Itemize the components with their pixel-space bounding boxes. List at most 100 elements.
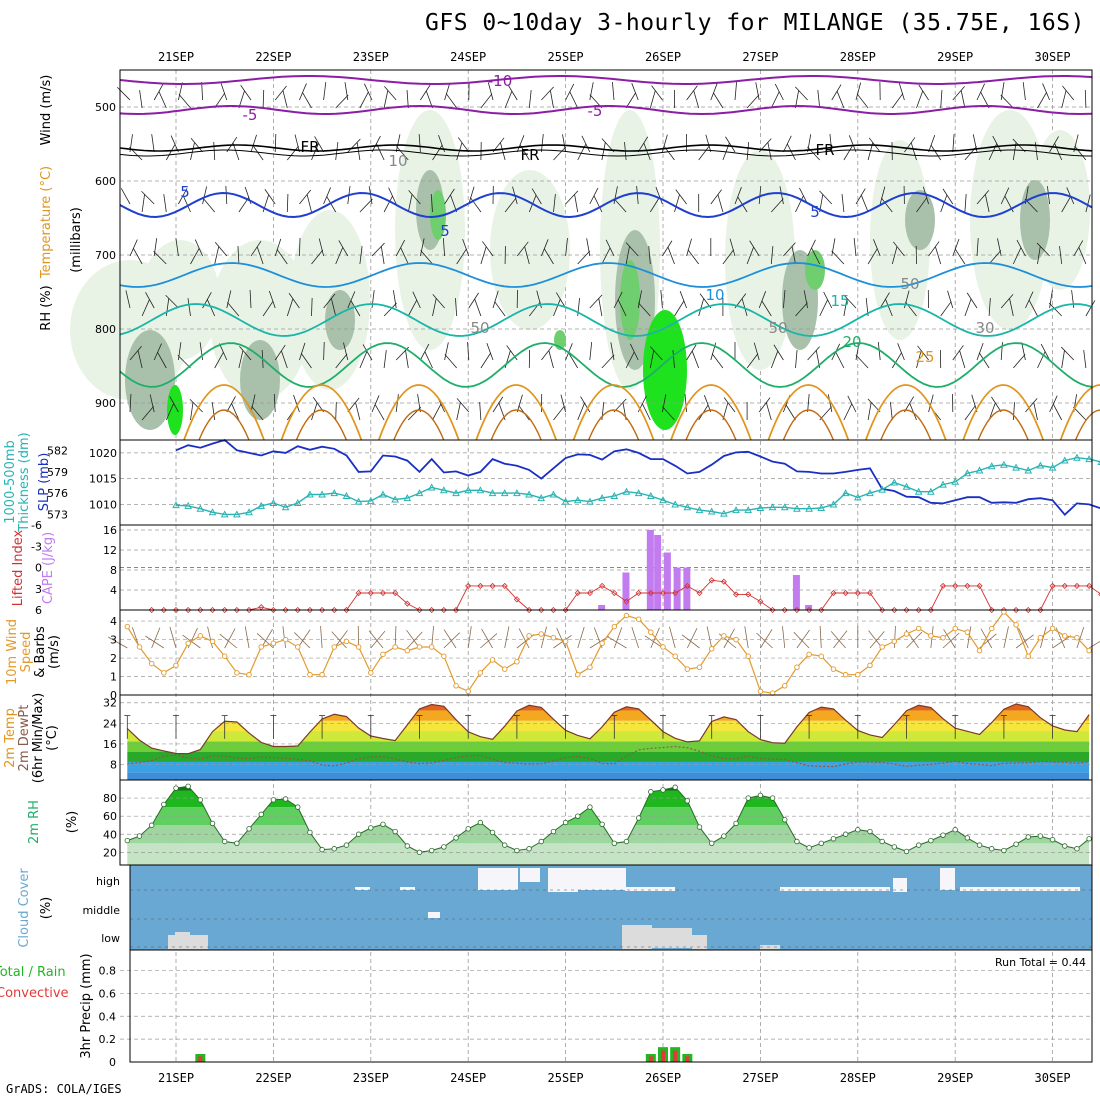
surface-wind-barb bbox=[224, 628, 236, 649]
wind-barb bbox=[371, 395, 380, 413]
lifted-index-point bbox=[233, 606, 240, 614]
surface-wind-barb bbox=[320, 626, 323, 649]
thickness-point bbox=[464, 486, 473, 494]
wind-barb bbox=[897, 343, 905, 361]
rh-shading bbox=[643, 310, 687, 430]
wind-barb bbox=[807, 394, 810, 413]
day-label-bottom: 24SEP bbox=[450, 1071, 486, 1085]
wind-barb bbox=[713, 92, 724, 109]
wind-speed-point bbox=[550, 634, 557, 641]
wind-barb bbox=[343, 342, 349, 361]
surface-wind-barb bbox=[893, 626, 896, 649]
wind-speed-point bbox=[246, 671, 252, 678]
wind-barb bbox=[129, 394, 132, 413]
contour-label: 25 bbox=[915, 348, 934, 366]
wind-barb bbox=[686, 344, 697, 361]
wind-barb bbox=[457, 137, 470, 153]
rh-point bbox=[867, 828, 873, 835]
tick-label: -6 bbox=[31, 519, 42, 532]
wind-barb bbox=[187, 298, 191, 317]
wind-barb bbox=[432, 144, 443, 161]
day-label-bottom: 28SEP bbox=[840, 1071, 876, 1085]
wind-barb bbox=[456, 248, 467, 265]
wind-barb bbox=[976, 190, 990, 205]
axis-label: Speed bbox=[19, 632, 34, 673]
wind-barb bbox=[1085, 194, 1091, 213]
thickness-point bbox=[975, 466, 984, 474]
thickness-point bbox=[853, 493, 862, 501]
rh-point bbox=[477, 819, 484, 826]
tick-label: 500 bbox=[95, 101, 116, 114]
wind-barb bbox=[286, 145, 299, 161]
wind-barb bbox=[783, 135, 792, 153]
wind-barb bbox=[531, 188, 542, 205]
wind-speed-point bbox=[623, 612, 630, 619]
rh-point bbox=[672, 784, 678, 790]
cloud-clear-patch bbox=[625, 887, 675, 891]
wind-barb bbox=[194, 239, 203, 257]
wind-speed-point bbox=[660, 644, 666, 650]
wind-barb bbox=[617, 299, 627, 317]
thickness-point bbox=[537, 494, 546, 502]
wind-barb bbox=[625, 92, 636, 109]
wind-barb bbox=[474, 298, 482, 317]
wind-barb bbox=[371, 242, 385, 257]
wind-panel: 4 3 2 1 0 bbox=[108, 609, 1100, 702]
wind-barb bbox=[1062, 85, 1075, 101]
contour-label: -5 bbox=[588, 102, 603, 120]
cloud-clear-patch bbox=[598, 868, 618, 880]
wind-speed-point bbox=[124, 623, 131, 630]
lifted-index-point bbox=[769, 606, 776, 614]
lifted-index-point bbox=[879, 606, 886, 614]
wind-barb bbox=[407, 299, 418, 317]
wind-speed-point bbox=[1062, 633, 1068, 639]
surface-wind-barb bbox=[644, 635, 664, 649]
wind-barb bbox=[1022, 82, 1026, 101]
rh-point bbox=[989, 846, 995, 852]
wind-barb bbox=[819, 190, 833, 205]
wind-barb bbox=[803, 290, 808, 309]
wind-barb bbox=[543, 248, 554, 265]
thickness-point bbox=[415, 489, 424, 497]
day-label-bottom: 23SEP bbox=[353, 1071, 389, 1085]
wind-barb bbox=[705, 134, 712, 153]
contour-5 bbox=[119, 191, 1093, 219]
rh-shading bbox=[210, 240, 310, 400]
day-label-bottom: 30SEP bbox=[1035, 1071, 1071, 1085]
lifted-index-point bbox=[282, 606, 289, 614]
thickness-point bbox=[744, 506, 753, 514]
wind-barb bbox=[625, 246, 630, 265]
wind-speed-point bbox=[1049, 625, 1056, 632]
contour-label: 50 bbox=[768, 319, 787, 337]
wind-speed-point bbox=[842, 671, 849, 678]
lifted-index-point bbox=[440, 606, 447, 614]
wind-barb bbox=[314, 136, 324, 153]
lifted-index-point bbox=[319, 606, 326, 614]
lifted-index-point bbox=[611, 589, 618, 597]
surface-wind-barb bbox=[782, 626, 786, 649]
rh-point bbox=[526, 846, 532, 852]
wind-barb bbox=[1000, 82, 1005, 101]
wind-barb bbox=[855, 188, 866, 205]
wind-barb bbox=[350, 300, 361, 317]
wind-barb bbox=[795, 195, 804, 213]
lifted-index-point bbox=[416, 606, 423, 614]
rh-point bbox=[161, 801, 167, 808]
thickness-point bbox=[257, 501, 266, 509]
wind-barb bbox=[238, 350, 244, 369]
wind-barb bbox=[487, 82, 494, 101]
wind-barb bbox=[444, 354, 458, 369]
wind-barb bbox=[904, 137, 916, 153]
thickness-point bbox=[549, 490, 558, 498]
rh-shading bbox=[140, 240, 220, 360]
wind-barb bbox=[528, 90, 532, 109]
rh-point bbox=[721, 833, 727, 839]
lifted-index-point bbox=[367, 589, 374, 597]
wind-barb bbox=[294, 134, 300, 153]
axis-label: & Barbs bbox=[33, 626, 48, 678]
thickness-point bbox=[902, 482, 911, 490]
wind-speed-point bbox=[745, 653, 751, 659]
cape-bar bbox=[663, 552, 671, 610]
wind-barb bbox=[199, 342, 203, 361]
lifted-index-point bbox=[172, 606, 180, 614]
